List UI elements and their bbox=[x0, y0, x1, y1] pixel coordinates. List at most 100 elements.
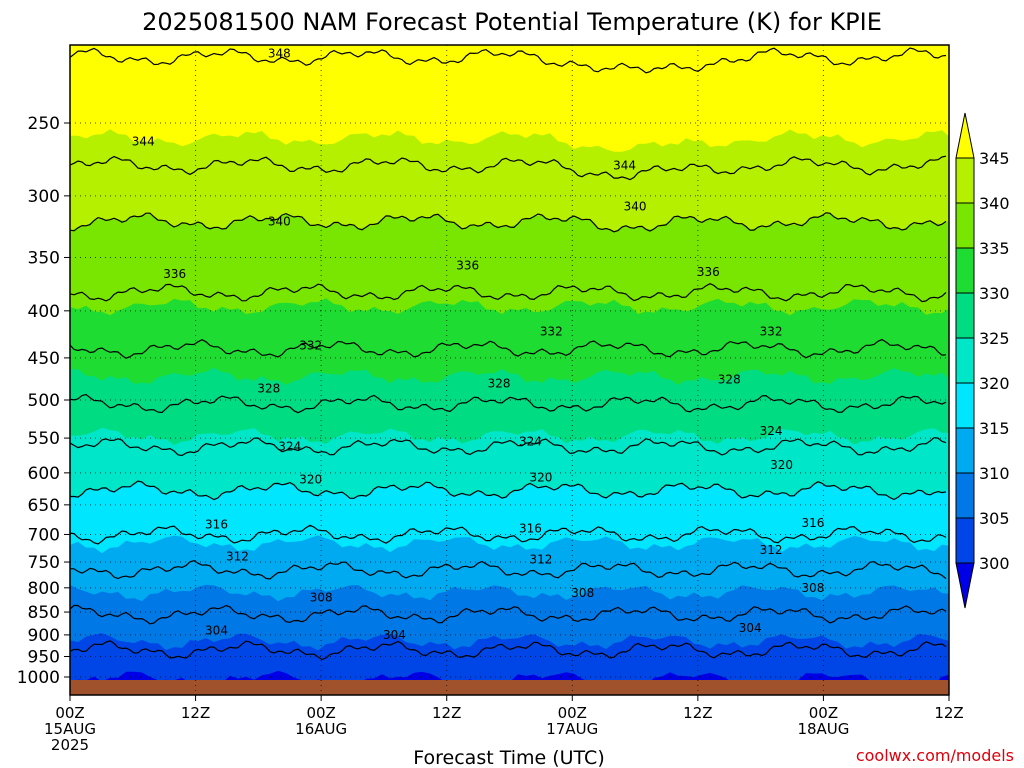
colorbar-segment bbox=[955, 247, 975, 294]
contour-line-308 bbox=[69, 604, 947, 625]
x-tick-label: 18AUG bbox=[797, 720, 849, 738]
contour-line-312 bbox=[70, 560, 947, 580]
colorbar-top-arrow bbox=[955, 112, 975, 159]
x-tick-label: 12Z bbox=[934, 704, 963, 722]
contour-line-316 bbox=[69, 524, 947, 545]
contour-line-336 bbox=[69, 283, 947, 303]
x-tick-label: 15AUG bbox=[44, 720, 96, 738]
y-tick-label: 850 bbox=[28, 603, 60, 623]
contour-label: 312 bbox=[529, 552, 552, 566]
contour-label: 336 bbox=[697, 265, 720, 279]
y-tick-label: 650 bbox=[28, 496, 60, 516]
contour-label: 308 bbox=[571, 586, 594, 600]
contour-label: 340 bbox=[624, 199, 647, 213]
colorbar-label: 300 bbox=[979, 554, 1010, 573]
contour-label: 316 bbox=[802, 516, 825, 530]
plot-area: 348 344 344 340 340 336 336 336 332 332 332 328 328 3… bbox=[69, 44, 950, 696]
grid-lines bbox=[70, 45, 949, 695]
colorbar-label: 305 bbox=[979, 509, 1010, 528]
colorbar-segment bbox=[955, 202, 975, 249]
contour-label: 304 bbox=[205, 623, 228, 637]
y-tick-label: 750 bbox=[28, 553, 60, 573]
colorbar-segment bbox=[955, 382, 975, 429]
y-tick-label: 250 bbox=[28, 114, 60, 134]
contour-line-324 bbox=[69, 437, 947, 457]
x-tick-label: 00Z bbox=[55, 704, 84, 722]
plot-frame bbox=[69, 44, 950, 696]
contour-label: 312 bbox=[760, 543, 783, 557]
contour-line-340 bbox=[69, 212, 947, 233]
contour-line-304 bbox=[69, 640, 947, 661]
contour-label: 316 bbox=[519, 522, 542, 536]
contour-label: 328 bbox=[718, 373, 741, 387]
x-tick-label: 12Z bbox=[432, 704, 461, 722]
contour-fill-bands bbox=[70, 45, 949, 696]
contour-label: 332 bbox=[540, 324, 563, 338]
colorbar-label: 320 bbox=[979, 374, 1010, 393]
colorbar-segment bbox=[955, 337, 975, 384]
contour-label: 336 bbox=[163, 267, 186, 281]
contour-labels: 348 344 344 340 340 336 336 336 332 332 332 328 328 3… bbox=[132, 46, 825, 642]
colorbar-label: 340 bbox=[979, 194, 1010, 213]
colorbar-segment bbox=[955, 427, 975, 474]
colorbar-bottom-arrow bbox=[955, 562, 975, 609]
colorbar-label: 325 bbox=[979, 329, 1010, 348]
colorbar-label: 310 bbox=[979, 464, 1010, 483]
contour-line-320 bbox=[70, 480, 947, 501]
y-tick-label: 900 bbox=[28, 626, 60, 646]
x-tick-label: 12Z bbox=[181, 704, 210, 722]
contour-line-332 bbox=[69, 338, 947, 359]
colorbar-segment bbox=[955, 517, 975, 564]
x-tick-label: 17AUG bbox=[546, 720, 598, 738]
colorbar-segment bbox=[955, 157, 975, 204]
contour-label: 320 bbox=[529, 470, 552, 484]
contour-label: 340 bbox=[268, 215, 291, 229]
contour-label: 320 bbox=[299, 472, 322, 486]
contour-line-348 bbox=[69, 47, 947, 74]
contour-label: 344 bbox=[613, 158, 636, 172]
colorbar-label: 315 bbox=[979, 419, 1010, 438]
y-tick-label: 600 bbox=[28, 464, 60, 484]
contour-label: 324 bbox=[760, 424, 783, 438]
y-tick-label: 1000 bbox=[17, 668, 60, 688]
contour-label: 316 bbox=[205, 518, 228, 532]
contour-label: 348 bbox=[268, 46, 291, 60]
contour-label: 332 bbox=[299, 338, 322, 352]
colorbar-label: 345 bbox=[979, 149, 1010, 168]
contour-label: 312 bbox=[226, 550, 249, 564]
x-tick-label: 00Z bbox=[809, 704, 838, 722]
contour-label: 324 bbox=[519, 435, 542, 449]
colorbar-label: 330 bbox=[979, 284, 1010, 303]
contour-label: 324 bbox=[278, 440, 301, 454]
y-tick-label: 350 bbox=[28, 248, 60, 268]
contour-label: 332 bbox=[760, 324, 783, 338]
y-tick-label: 950 bbox=[28, 648, 60, 668]
y-tick-label: 300 bbox=[28, 187, 60, 207]
contour-label: 304 bbox=[383, 628, 406, 642]
contour-label: 308 bbox=[310, 591, 333, 605]
y-tick-label: 800 bbox=[28, 579, 60, 599]
y-tick-label: 450 bbox=[28, 349, 60, 369]
y-tick-label: 700 bbox=[28, 525, 60, 545]
contour-label: 336 bbox=[456, 258, 479, 272]
credit-text: coolwx.com/models bbox=[856, 746, 1014, 765]
contour-label: 320 bbox=[770, 458, 793, 472]
y-tick-label: 500 bbox=[28, 391, 60, 411]
colorbar: 345 340 335 330 325 320 315 310 305 300 bbox=[955, 112, 1010, 609]
contour-label: 304 bbox=[739, 621, 762, 635]
x-axis-label: Forecast Time (UTC) bbox=[413, 747, 604, 768]
colorbar-segment bbox=[955, 472, 975, 519]
y-tick-label: 550 bbox=[28, 429, 60, 449]
x-tick-label: 00Z bbox=[306, 704, 335, 722]
x-tick-label: 12Z bbox=[683, 704, 712, 722]
contour-label: 328 bbox=[257, 382, 280, 396]
ground-strip bbox=[70, 680, 949, 695]
chart-title: 2025081500 NAM Forecast Potential Temper… bbox=[142, 8, 882, 36]
x-tick-label: 2025 bbox=[51, 736, 89, 754]
x-tick-label: 00Z bbox=[558, 704, 587, 722]
contour-label: 344 bbox=[132, 135, 155, 149]
contour-label: 308 bbox=[802, 581, 825, 595]
colorbar-label: 335 bbox=[979, 239, 1010, 258]
